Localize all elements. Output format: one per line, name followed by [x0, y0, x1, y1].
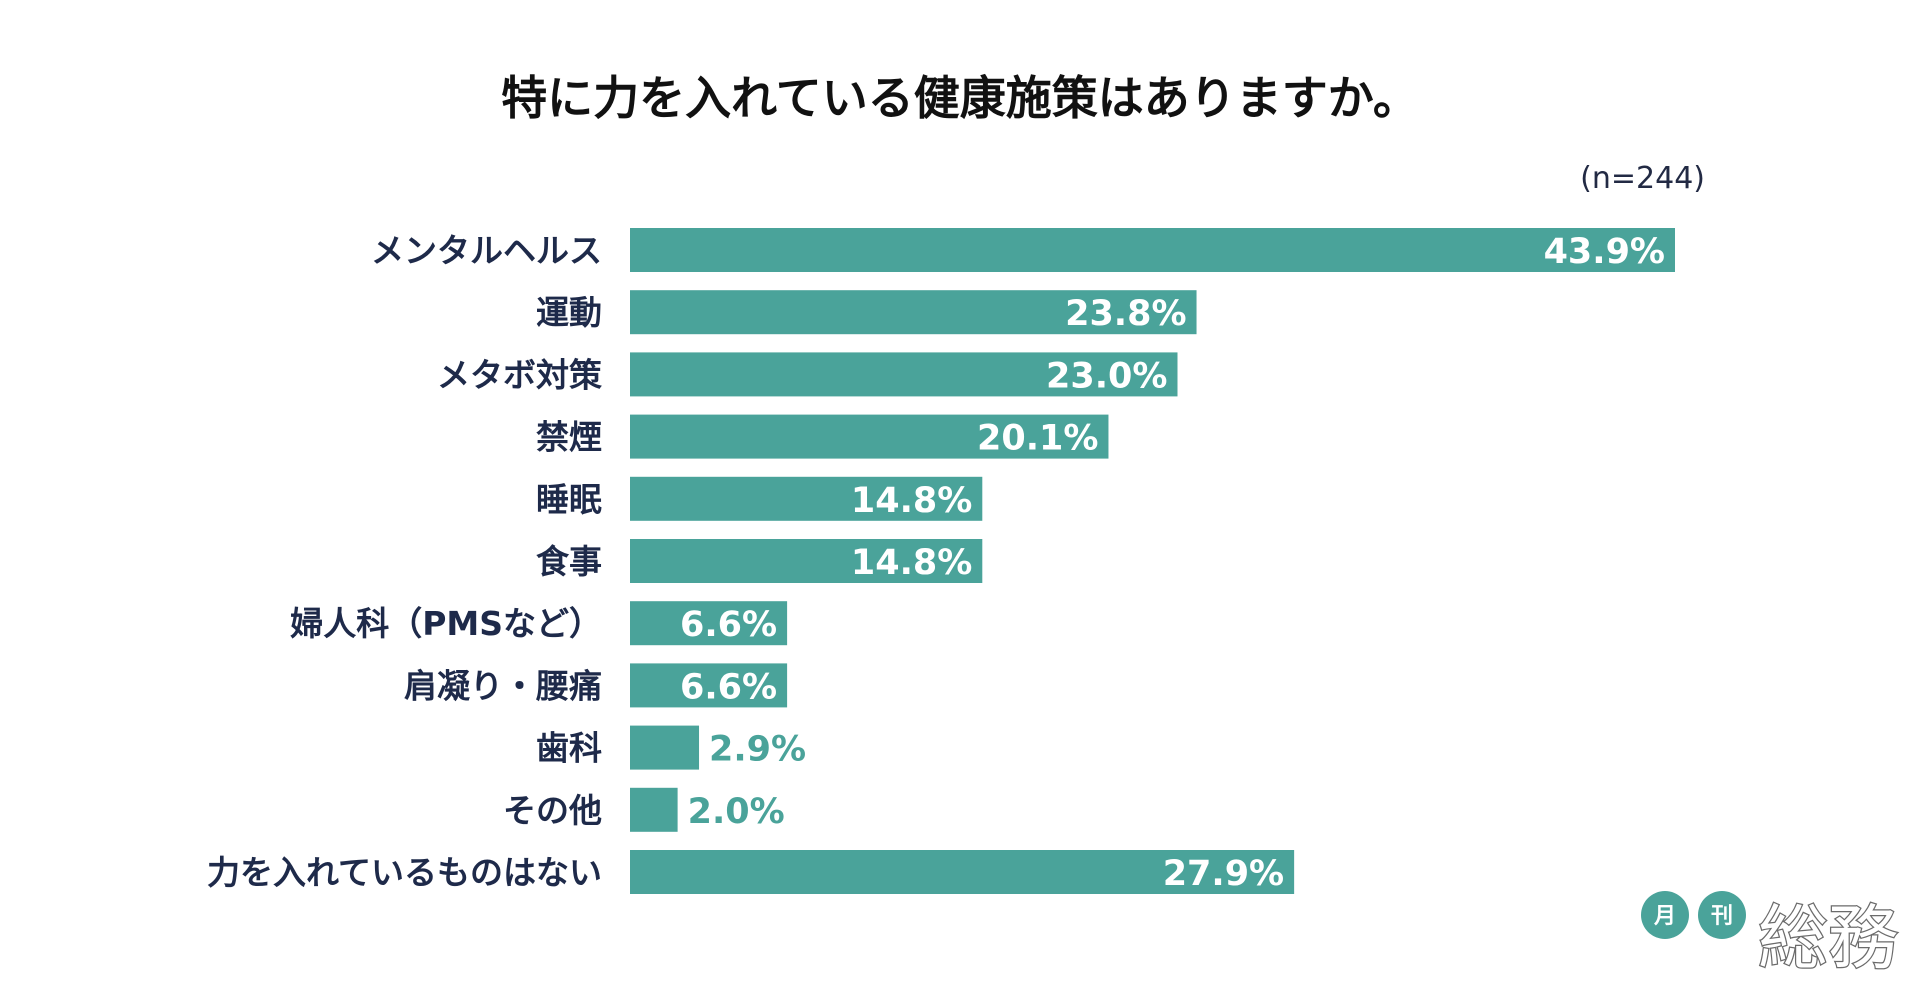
bar	[630, 476, 983, 521]
bar	[630, 787, 678, 832]
value-label: 6.6%	[680, 667, 777, 707]
category-label: メタボ対策	[437, 355, 602, 394]
bar	[630, 601, 788, 646]
category-label: 禁煙	[536, 418, 602, 457]
value-label: 6.6%	[680, 605, 777, 645]
bar	[630, 850, 1295, 894]
value-label: 23.8%	[1065, 294, 1186, 334]
category-label: 力を入れているものはない	[207, 853, 602, 892]
bars-group: メンタルヘルス 43.9% 運動 23.8% メタボ対策 23.0% 禁煙 20.1% 睡眠 14…	[207, 228, 1675, 894]
value-label: 43.9%	[1544, 232, 1665, 272]
value-label: 20.1%	[977, 419, 1098, 459]
value-label: 27.9%	[1163, 854, 1284, 894]
logo-badge-text-2: 刊	[1711, 904, 1733, 929]
category-label: 睡眠	[536, 480, 602, 519]
value-label: 2.9%	[709, 730, 806, 770]
bar	[630, 352, 1178, 397]
value-label: 23.0%	[1046, 356, 1167, 396]
logo-badge-text-1: 月	[1653, 904, 1676, 929]
value-label: 14.8%	[851, 543, 972, 583]
gekkan-soumu-logo: 月 刊 総務	[1641, 891, 1899, 980]
category-label: その他	[503, 791, 602, 830]
category-label: 食事	[536, 542, 602, 581]
bar	[630, 228, 1675, 272]
bar	[630, 663, 788, 708]
logo-badge-circle-2	[1698, 891, 1746, 939]
bar	[630, 290, 1197, 335]
category-label: メンタルヘルス	[371, 231, 602, 270]
sample-size: (n=244)	[1580, 161, 1705, 196]
logo-main-text: 総務	[1758, 897, 1898, 979]
logo-badge-circle-1	[1641, 891, 1689, 939]
bar	[630, 725, 700, 770]
chart-title: 特に力を入れている健康施策はありますか。	[501, 71, 1419, 125]
category-label: 肩凝り・腰痛	[404, 666, 602, 705]
category-label: 歯科	[536, 729, 602, 768]
category-label: 婦人科（PMSなど）	[289, 604, 602, 643]
category-label: 運動	[536, 293, 602, 332]
value-label: 14.8%	[851, 481, 972, 521]
bar	[630, 539, 983, 583]
value-label: 2.0%	[688, 792, 785, 832]
bar	[630, 414, 1109, 459]
